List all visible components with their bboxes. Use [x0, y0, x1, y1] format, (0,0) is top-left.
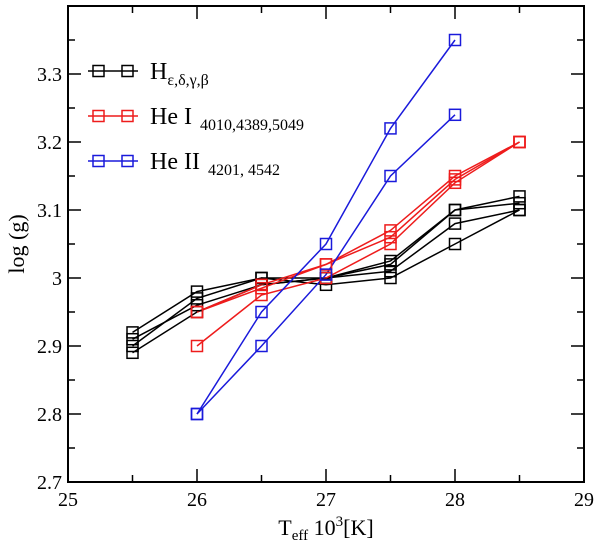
x-axis-label-sup: 3 [336, 514, 344, 530]
data-point-2-0 [384, 169, 397, 183]
data-point-1-2 [448, 169, 462, 183]
legend-marker [92, 64, 105, 78]
data-point-2-1 [448, 33, 462, 47]
data-point-1-2 [513, 135, 526, 149]
y-axis-label: log (g) [4, 214, 29, 273]
series-line-0-3 [132, 195, 520, 347]
series-line-2-0 [196, 114, 456, 415]
series-layer [126, 33, 526, 421]
data-point-0-3 [384, 254, 397, 268]
legend-label: Hε,δ,γ,β [150, 59, 209, 89]
data-point-0-3 [126, 339, 139, 353]
data-point-2-1 [319, 237, 333, 251]
data-point-1-2 [384, 224, 397, 237]
legend-label: He I 4010,4389,5049 [150, 104, 304, 134]
data-point-0-0 [384, 271, 397, 285]
legend-marker [92, 109, 105, 123]
x-tick-label: 28 [445, 489, 465, 511]
data-point-0-1 [513, 203, 526, 217]
legend-label: He II 4201, 4542 [150, 149, 280, 179]
data-point-1-0 [255, 288, 268, 302]
data-point-0-2 [126, 346, 139, 360]
x-axis-label-tail: [K] [343, 515, 374, 540]
data-point-1-2 [319, 258, 333, 271]
y-tick-label: 3 [52, 268, 62, 290]
y-tick-label: 2.8 [37, 404, 62, 426]
series-line-1-2 [196, 141, 520, 313]
data-point-2-1 [190, 407, 204, 421]
data-point-0-1 [126, 332, 139, 346]
legend-marker [121, 154, 134, 168]
x-axis-label: Teff 103[K] [278, 514, 373, 544]
data-point-0-1 [384, 264, 397, 278]
x-axis-label-sub: eff [292, 528, 308, 544]
data-point-2-0 [448, 108, 462, 122]
series-line-1-0 [196, 141, 520, 347]
data-point-1-0 [384, 237, 397, 251]
data-point-1-1 [384, 230, 397, 244]
data-point-2-1 [384, 122, 397, 135]
data-point-0-1 [190, 298, 204, 312]
y-tick-label: 2.7 [37, 472, 62, 494]
y-tick-label: 3.3 [37, 64, 62, 86]
data-point-0-3 [255, 271, 268, 285]
data-point-0-0 [126, 326, 139, 339]
legend-marker [92, 154, 105, 168]
x-tick-label: 25 [58, 489, 78, 511]
data-point-1-0 [190, 339, 204, 353]
data-point-0-2 [513, 196, 526, 210]
x-tick-label: 29 [574, 489, 594, 511]
y-tick-label: 3.1 [37, 200, 62, 222]
legend: Hε,δ,γ,β He I 4010,4389,5049 He II 4201, 454… [88, 59, 304, 179]
data-point-0-1 [448, 217, 462, 230]
data-point-0-3 [513, 190, 526, 203]
data-point-0-3 [448, 203, 462, 217]
x-axis-label-main: T [278, 515, 292, 540]
y-tick-label: 2.9 [37, 336, 62, 358]
series-line-2-1 [196, 39, 456, 415]
data-point-2-0 [255, 339, 268, 353]
data-point-2-0 [319, 268, 333, 281]
data-point-0-0 [319, 278, 333, 292]
series-line-0-0 [132, 209, 520, 334]
data-point-2-1 [255, 305, 268, 319]
legend-marker [121, 64, 134, 78]
data-point-1-2 [190, 305, 204, 319]
data-point-0-0 [448, 237, 462, 251]
series-line-1-1 [196, 141, 520, 313]
legend-marker [121, 109, 134, 123]
data-point-0-3 [190, 292, 204, 305]
x-tick-label: 27 [316, 489, 336, 511]
x-tick-label: 26 [187, 489, 207, 511]
data-point-1-2 [255, 278, 268, 292]
ticks-layer: 25 26 27 28 29 2.7 2.8 2.9 3 3.1 3.2 3.3 [37, 6, 594, 511]
y-tick-label: 3.2 [37, 132, 62, 154]
x-axis-label-mid: 10 [308, 515, 336, 540]
data-point-0-0 [190, 285, 204, 298]
